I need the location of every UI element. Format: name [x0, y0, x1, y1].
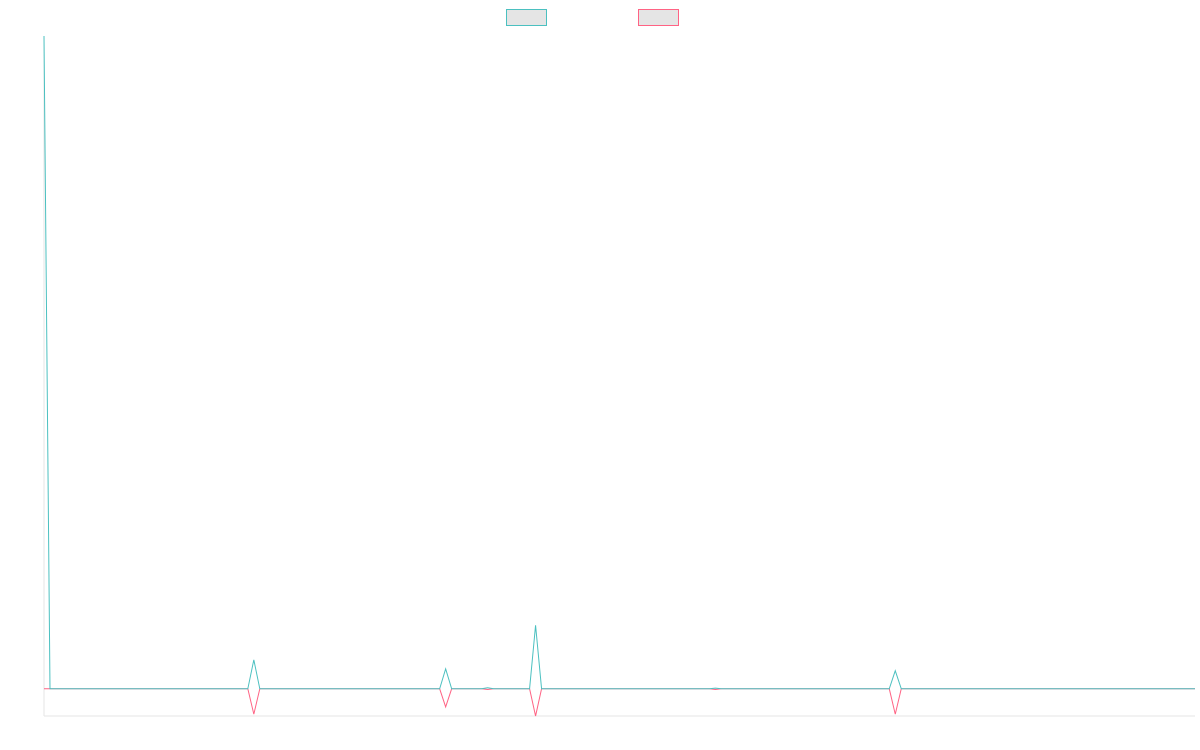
legend [506, 9, 679, 26]
series-line-2 [44, 688, 1195, 717]
axes [43, 36, 1195, 717]
series-layer [43, 35, 1195, 717]
legend-swatch-2[interactable] [638, 9, 679, 26]
legend-swatch-1[interactable] [506, 9, 547, 26]
series-line-1 [43, 35, 1195, 690]
